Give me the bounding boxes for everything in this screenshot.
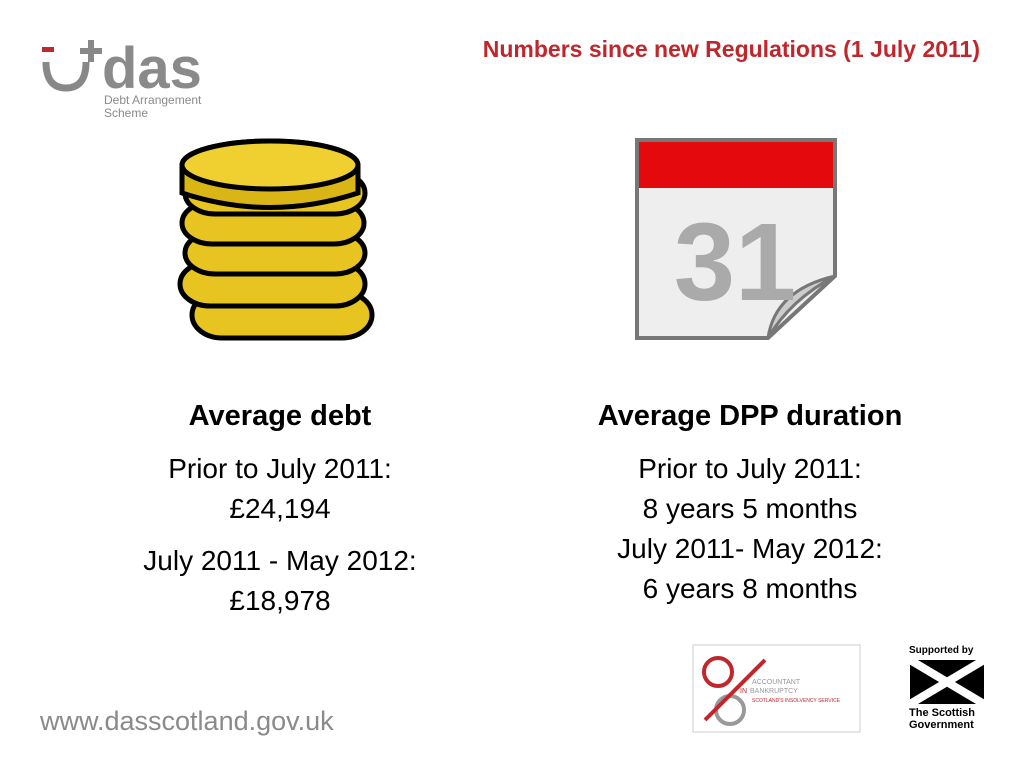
logo-plus-h	[80, 48, 102, 54]
calendar	[635, 138, 837, 340]
item-value: 8 years 5 months	[642, 493, 858, 524]
coin-stack	[177, 138, 375, 341]
footer-url: www.dasscotland.gov.uk	[39, 706, 334, 736]
saltire-cross	[907, 656, 987, 708]
item-label: July 2011- May 2012:	[617, 533, 883, 564]
logo-line: Debt Arrangement	[104, 93, 202, 107]
logo-minus	[42, 47, 54, 52]
column: Average DPP duration Prior to July 2011: 8…	[540, 400, 960, 609]
aib-text: IN	[740, 688, 747, 695]
logo-name: das	[102, 36, 202, 101]
column-heading: Average debt	[188, 400, 372, 432]
calendar-fold	[766, 274, 836, 339]
title: Numbers since new Regulations (1 July 20…	[482, 36, 980, 62]
column-heading: Average DPP duration	[597, 400, 903, 432]
aib-text: ACCOUNTANT	[752, 679, 801, 686]
item-label: Prior to July 2011:	[168, 453, 392, 484]
aib-mark	[703, 658, 767, 722]
logo-line: Scheme	[104, 106, 148, 120]
column: Average debt Prior to July 2011: £24,194 Ju…	[70, 400, 490, 621]
aib-text: BANKRUPTCY	[750, 688, 798, 695]
calendar-header	[639, 142, 833, 188]
calendar-day: 31	[674, 201, 796, 324]
aib-text: SCOTLAND'S INSOLVENCY SERVICE	[752, 698, 841, 704]
item-value: £24,194	[229, 493, 331, 524]
item-value: £18,978	[229, 585, 331, 616]
sg-text: Supported by	[909, 645, 974, 656]
sg-text: The Scottish	[909, 707, 975, 719]
item-label: July 2011 - May 2012:	[143, 545, 417, 576]
aib-mark	[702, 656, 734, 688]
item-label: Prior to July 2011:	[638, 453, 862, 484]
logo-cup	[42, 61, 90, 92]
sg-text: Government	[909, 719, 974, 731]
item-value: 6 years 8 months	[642, 573, 858, 604]
